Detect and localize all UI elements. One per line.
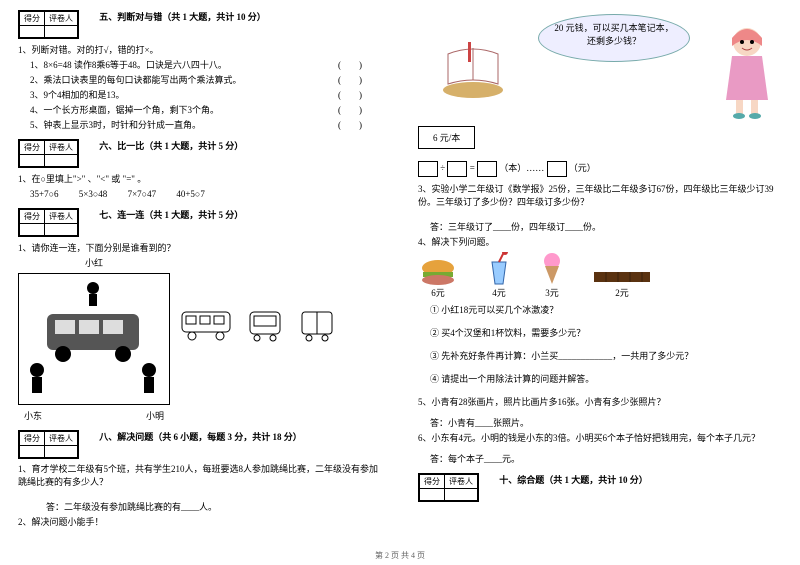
van-front-icon bbox=[244, 306, 286, 344]
q3: 3、实验小学二年级订《数学报》25份，三年级比二年级多订67份，四年级比三年级少… bbox=[418, 183, 782, 208]
page: 得分 评卷人 五、判断对与错（共 1 大题，共计 10 分） 1、列断对错。对的… bbox=[0, 0, 800, 565]
q4: 4、解决下列问题。 bbox=[418, 235, 782, 248]
label-bl: 小东 bbox=[24, 409, 42, 422]
q3-ans: 答：三年级订了____份，四年级订____份。 bbox=[430, 220, 782, 233]
section-6-title: 六、比一比（共 1 大题，共计 5 分） bbox=[99, 139, 243, 152]
view-options bbox=[178, 306, 338, 344]
price-3: 3元 bbox=[540, 286, 564, 299]
sub-1: ① 小红18元可以买几个冰激凌？ bbox=[430, 303, 782, 316]
section-7-title: 七、连一连（共 1 大题，共计 5 分） bbox=[99, 208, 243, 221]
q5: 5、小青有28张画片，照片比画片多16张。小青有多少张照片？ bbox=[418, 395, 782, 408]
girl-icon bbox=[712, 24, 782, 124]
sec5-lead: 1、列断对错。对的打√，错的打×。 bbox=[18, 43, 382, 56]
sec8-q1-ans: 答：二年级没有参加跳绳比赛的有____人。 bbox=[46, 500, 382, 513]
left-column: 得分 评卷人 五、判断对与错（共 1 大题，共计 10 分） 1、列断对错。对的… bbox=[0, 0, 400, 565]
q6: 6、小东有4元。小明的钱是小东的3倍。小明买6个本子恰好把钱用完，每个本子几元？ bbox=[418, 431, 782, 444]
score-box-5: 得分 评卷人 bbox=[18, 10, 79, 39]
equation-line: ÷ = （本）…… （元） bbox=[418, 161, 782, 177]
sec5-item-5: 5、钟表上显示3时，时针和分针成一直角。( ) bbox=[30, 118, 382, 131]
icecream-icon bbox=[540, 252, 564, 286]
sec5-item-3: 3、9个4相加的和是13。( ) bbox=[30, 88, 382, 101]
score-box-10: 得分评卷人 bbox=[418, 473, 479, 502]
sec8-q1: 1、育才学校二年级有5个班，共有学生210人，每班要选8人参加跳绳比赛，二年级没… bbox=[18, 463, 382, 488]
price-4: 2元 bbox=[592, 286, 652, 299]
sub-2: ② 买4个汉堡和1杯饮料，需要多少元？ bbox=[430, 326, 782, 339]
price-2: 4元 bbox=[486, 286, 512, 299]
sec8-q2: 2、解决问题小能手！ bbox=[18, 515, 382, 528]
label-br: 小明 bbox=[146, 409, 164, 422]
sub-3: ③ 先补充好条件再计算：小兰买____________，一共用了多少元？ bbox=[430, 349, 782, 362]
notebook-icon bbox=[438, 40, 508, 100]
grader-label: 评卷人 bbox=[45, 12, 78, 26]
unit-price-box: 6 元/本 bbox=[418, 126, 475, 149]
sec5-item-2: 2、乘法口诀表里的每句口诀都能写出两个乘法算式。( ) bbox=[30, 73, 382, 86]
sec6-row: 35+7○6 5×3○48 7×7○47 40+5○7 bbox=[30, 187, 382, 200]
speech-bubble: 20 元钱，可以买几本笔记本， 还剩多少钱？ bbox=[538, 14, 690, 62]
score-box-6: 得分评卷人 bbox=[18, 139, 79, 168]
score-box-8: 得分评卷人 bbox=[18, 430, 79, 459]
van-side-icon bbox=[178, 306, 234, 344]
sec6-lead: 1、在○里填上">" 、"<" 或 "=" 。 bbox=[18, 172, 382, 185]
burger-icon bbox=[418, 258, 458, 286]
right-column: 20 元钱，可以买几本笔记本， 还剩多少钱？ 6 元/本 ÷ = （本）…… bbox=[400, 0, 800, 565]
q6-ans: 答：每个本子____元。 bbox=[430, 452, 782, 465]
sec5-item-1: 1、8×6=48 读作8乘6等于48。口诀是六八四十八。( ) bbox=[30, 58, 382, 71]
score-label: 得分 bbox=[20, 12, 45, 26]
drink-icon bbox=[486, 252, 512, 286]
illustration-block: 20 元钱，可以买几本笔记本， 还剩多少钱？ bbox=[418, 10, 782, 120]
chocolate-icon bbox=[592, 268, 652, 286]
score-box-7: 得分评卷人 bbox=[18, 208, 79, 237]
page-footer: 第 2 页 共 4 页 bbox=[0, 550, 800, 561]
van-back-icon bbox=[296, 306, 338, 344]
label-top: 小红 bbox=[18, 256, 170, 269]
q5-ans: 答：小青有____张照片。 bbox=[430, 416, 782, 429]
eq-box-1[interactable] bbox=[418, 161, 438, 177]
eq-box-3[interactable] bbox=[477, 161, 497, 177]
section-10-title: 十、综合题（共 1 大题，共计 10 分） bbox=[499, 473, 648, 486]
sec7-lead: 1、请你连一连，下面分别是谁看到的？ bbox=[18, 241, 382, 254]
sub-4: ④ 请提出一个用除法计算的问题并解答。 bbox=[430, 372, 782, 385]
section-5-title: 五、判断对与错（共 1 大题，共计 10 分） bbox=[99, 10, 266, 23]
food-row: 6元 4元 3元 bbox=[418, 252, 782, 299]
scene-svg bbox=[19, 274, 167, 402]
section-8-title: 八、解决问题（共 6 小题，每题 3 分，共计 18 分） bbox=[99, 430, 302, 443]
sec5-item-4: 4、一个长方形桌面，锯掉一个角，剩下3个角。( ) bbox=[30, 103, 382, 116]
eq-box-4[interactable] bbox=[547, 161, 567, 177]
price-1: 6元 bbox=[418, 286, 458, 299]
eq-box-2[interactable] bbox=[447, 161, 467, 177]
scene-box bbox=[18, 273, 170, 405]
